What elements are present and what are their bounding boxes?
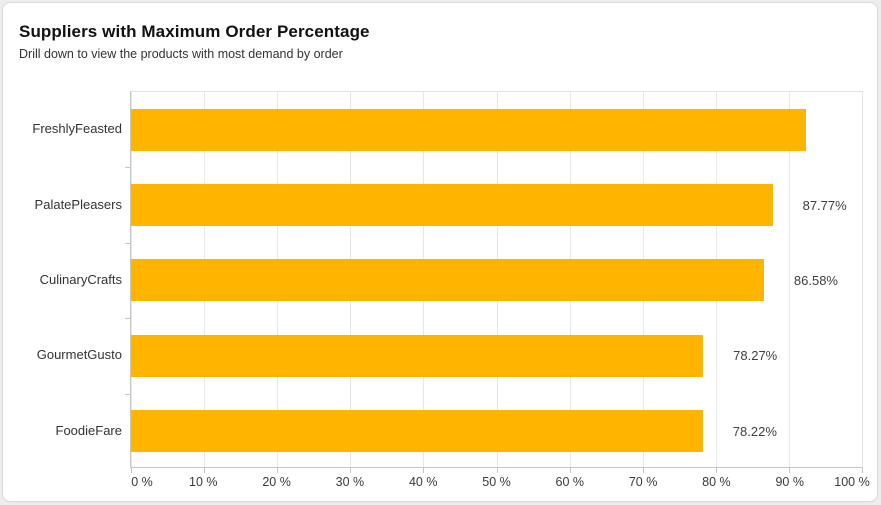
bar-row: 87.77% [131,167,862,242]
y-axis-label-freshlyfeasted: FreshlyFeasted [32,121,122,137]
bar-value-label: 78.22% [732,423,777,439]
bar-culinarycrafts[interactable] [131,259,764,302]
bar-row: 78.27% [131,318,862,393]
bar-row [131,92,862,167]
y-axis-tick [125,393,130,395]
bar-gourmetgusto[interactable] [131,334,704,377]
y-axis-tick [125,167,130,169]
gridline [788,92,790,473]
bar-freshlyfeasted[interactable] [131,108,806,151]
x-axis-label: 90 % [775,475,804,489]
x-axis-label: 50 % [482,475,511,489]
bar-value-label: 87.77% [802,197,847,213]
x-axis-label: 20 % [262,475,291,489]
y-axis-labels: FreshlyFeasted PalatePleasers CulinaryCr… [3,91,122,468]
bar-value-label: 86.58% [793,272,838,288]
x-axis-label: 60 % [555,475,585,489]
y-axis-tick [125,242,130,244]
y-axis-label-palatepleasers: PalatePleasers [34,196,122,212]
y-axis-label-foodiefare: FoodieFare [55,422,122,438]
bar-row: 86.58% [131,243,862,318]
chart-subtitle: Drill down to view the products with mos… [19,47,343,61]
x-axis-label: 70 % [628,475,658,489]
x-axis-label: 40 % [408,475,438,489]
x-axis-label: 30 % [335,475,365,489]
bar-row: 78.22% [131,394,862,469]
y-axis-label-gourmetgusto: GourmetGusto [36,347,122,363]
bar-palatepleasers[interactable] [131,184,773,227]
y-axis-label-culinarycrafts: CulinaryCrafts [39,271,122,287]
bar-value-label: 78.27% [733,348,778,364]
chart-title: Suppliers with Maximum Order Percentage [19,22,370,41]
x-axis-label: 10 % [189,475,218,489]
gridline [862,92,863,473]
plot-area: 87.77% 86.58% 78.27% 78.22% [125,91,863,473]
x-axis-label: 80 % [702,475,731,489]
x-axis-label: 100 % [834,475,870,489]
x-axis-labels: 0 % 10 % 20 % 30 % 40 % 50 % 60 % 70 % 8… [130,475,870,493]
x-axis-label: 0 % [131,475,153,489]
y-axis-tick [125,318,130,320]
bar-foodiefare[interactable] [131,410,703,453]
